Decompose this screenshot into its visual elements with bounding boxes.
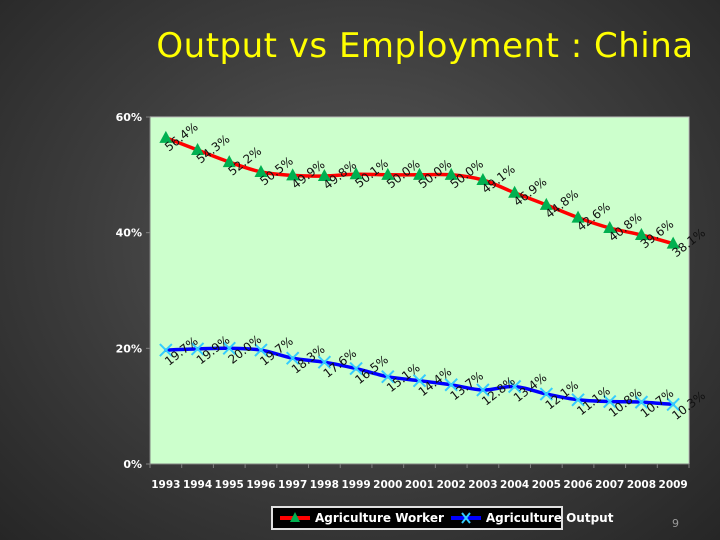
x-tick-label: 1999: [341, 479, 370, 491]
legend-item-worker: Agriculture Worker: [279, 511, 444, 525]
worker-marker: [444, 167, 458, 180]
worker-marker: [191, 142, 205, 155]
x-tick-label: 1995: [215, 479, 244, 491]
output-marker: [159, 343, 173, 357]
page-number: 9: [672, 517, 679, 530]
output-marker: [444, 378, 458, 392]
x-tick-label: 2005: [532, 479, 561, 491]
worker-marker: [603, 221, 617, 234]
y-tick-label: 40%: [116, 227, 142, 240]
y-tick-label: 20%: [116, 342, 142, 355]
x-tick-label: 1996: [246, 479, 275, 491]
x-tick-label: 2002: [437, 479, 466, 491]
output-marker: [476, 383, 490, 397]
output-marker: [190, 342, 205, 356]
slide-title: Output vs Employment : China: [156, 26, 694, 66]
output-marker: [381, 369, 395, 384]
worker-marker: [159, 130, 173, 143]
x-tick-label: 2003: [468, 479, 497, 491]
x-tick-label: 2007: [595, 479, 624, 491]
worker-marker: [349, 167, 363, 180]
output-marker: [634, 395, 649, 409]
output-marker: [539, 387, 554, 401]
x-tick-label: 1998: [310, 479, 339, 491]
legend-label-worker: Agriculture Worker: [315, 511, 444, 525]
worker-marker: [381, 167, 395, 180]
worker-marker: [222, 155, 236, 168]
x-tick-label: 2009: [659, 479, 688, 491]
worker-marker: [476, 173, 490, 186]
axes: 0%20%40%60%1993 1994 1995 1996 1997 1998 1999 2…: [116, 111, 690, 491]
worker-marker: [508, 185, 522, 198]
output-marker: [666, 397, 680, 412]
output-marker: [317, 355, 332, 369]
data-markers: [159, 130, 680, 412]
output-marker: [222, 341, 236, 356]
output-marker: [254, 343, 268, 357]
output-marker: [603, 394, 617, 409]
worker-marker: [317, 168, 331, 181]
x-tick-label: 1994: [183, 479, 212, 491]
worker-marker: [254, 164, 268, 177]
worker-marker: [286, 168, 300, 181]
triangle-marker-icon: [280, 512, 310, 522]
x-tick-label: 2008: [627, 479, 656, 491]
worker-marker: [571, 210, 585, 223]
x-tick-label: 1993: [151, 479, 180, 491]
output-marker: [412, 374, 427, 388]
output-marker: [571, 393, 585, 407]
worker-marker: [413, 167, 426, 180]
worker-marker: [634, 227, 648, 240]
x-tick-label: 2006: [563, 479, 592, 491]
x-tick-label: 2001: [405, 479, 434, 491]
output-marker: [507, 379, 522, 394]
y-tick-label: 60%: [116, 111, 142, 124]
x-tick-label: 2000: [373, 479, 402, 491]
legend-label-output: Agriculture Output: [485, 511, 614, 525]
x-marker-icon: [450, 512, 481, 524]
legend-item-output: Agriculture Output: [450, 511, 614, 525]
x-tick-label: 2004: [500, 479, 529, 491]
legend: Agriculture Worker Agriculture Output: [271, 506, 613, 530]
worker-marker: [666, 236, 680, 249]
worker-marker: [539, 197, 553, 210]
y-tick-label: 0%: [123, 458, 142, 471]
x-tick-label: 1997: [278, 479, 307, 491]
output-marker: [349, 361, 363, 376]
output-marker: [285, 351, 300, 365]
